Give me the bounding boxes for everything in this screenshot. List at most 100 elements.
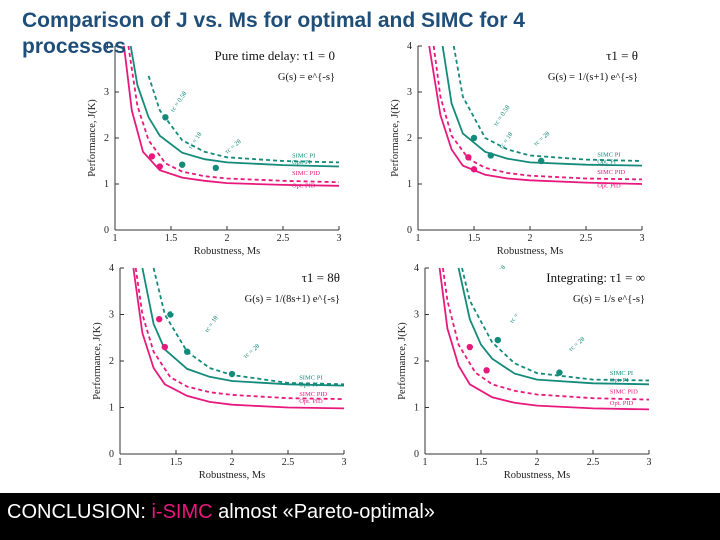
transfer-function: G(s) = 1/(s+1) e^{-s} (548, 72, 638, 83)
tuning-marker (179, 161, 186, 168)
tuning-marker (494, 336, 501, 344)
x-tick-label: 3 (342, 457, 347, 468)
x-tick-label: 3 (337, 233, 342, 244)
curve-annotation: SIMC PI (610, 370, 633, 377)
series-simc-pi (452, 45, 642, 162)
x-tick-label: 1.5 (170, 457, 183, 468)
series-simc-pid (127, 45, 339, 184)
tuning-marker (556, 369, 563, 376)
tuning-marker (156, 163, 163, 170)
transfer-function: G(s) = e^{-s} (278, 72, 335, 83)
curve-annotation: τc = 2θ (224, 138, 243, 155)
curve-annotation: SIMC PI (292, 152, 315, 159)
curve-annotation: SIMC PID (610, 389, 638, 396)
curve-annotation: SIMC PID (299, 391, 327, 398)
chart-title: τ1 = 8θ (302, 270, 340, 285)
x-tick-label: 1.5 (475, 457, 488, 468)
curve-annotation: τc = 0.5θ (492, 104, 511, 127)
conclusion-suffix: almost «Pareto-optimal» (212, 501, 435, 523)
slide-title: Comparison of J vs. Ms for optimal and S… (22, 9, 525, 58)
tuning-marker (148, 153, 156, 160)
series-simc-pi (152, 267, 344, 386)
tuning-marker (184, 348, 191, 355)
tuning-marker (538, 157, 545, 165)
series-optimal-pid (438, 267, 649, 411)
curve-annotation: Opt. PI (299, 382, 318, 389)
curve-annotation: τc = 2θ (242, 343, 261, 360)
conclusion-text: CONCLUSION: i-SIMC almost «Pareto-optima… (7, 501, 435, 524)
y-tick-label: 0 (407, 225, 412, 236)
tuning-marker (162, 114, 169, 121)
series-optimal-pid (132, 267, 344, 410)
curve-annotation: Opt. PI (597, 158, 616, 165)
y-axis-label: Performance, J(K) (390, 99, 401, 177)
x-tick-label: 1 (113, 233, 118, 244)
curve-annotation: Opt. PID (610, 400, 634, 407)
x-tick-label: 1 (423, 457, 428, 468)
curve-annotation: τc = 2θ (567, 336, 586, 353)
x-tick-label: 3 (640, 233, 645, 244)
x-axis-label: Robustness, Ms (504, 470, 571, 481)
y-tick-label: 3 (104, 87, 109, 98)
curve-annotation: τc = 1θ (498, 131, 515, 150)
x-tick-label: 2.5 (277, 233, 290, 244)
y-tick-label: 0 (109, 449, 114, 460)
tuning-marker (156, 315, 163, 323)
tuning-marker (161, 343, 168, 351)
curve-annotation: Opt. PID (299, 398, 323, 405)
title-background (477, 269, 607, 313)
series-simc-pi (147, 75, 339, 164)
curve-annotation: SIMC PI (299, 375, 322, 382)
curve-annotation: Opt. PID (292, 183, 316, 190)
y-tick-label: 3 (414, 310, 419, 321)
x-tick-label: 2 (528, 233, 533, 244)
tuning-marker (212, 164, 219, 172)
x-axis-label: Robustness, Ms (199, 470, 266, 481)
tuning-marker (487, 152, 494, 159)
tuning-marker (228, 370, 236, 378)
series-simc-pi (461, 267, 649, 382)
x-tick-label: 1.5 (165, 233, 178, 244)
curve-annotation: SIMC PI (597, 151, 620, 158)
y-tick-label: 2 (104, 133, 109, 144)
transfer-function: G(s) = 1/(8s+1) e^{-s} (245, 294, 340, 305)
y-tick-label: 0 (414, 449, 419, 460)
y-tick-label: 2 (414, 356, 419, 367)
curve-annotation: SIMC PID (597, 169, 625, 176)
tuning-marker (483, 367, 490, 374)
tuning-marker (470, 134, 478, 142)
series-optimal-pid (428, 45, 642, 185)
tuning-marker (466, 343, 473, 351)
curve-annotation: τc = 1θ (203, 315, 220, 334)
chart-title: Integrating: τ1 = ∞ (546, 270, 645, 285)
x-tick-label: 2 (535, 457, 540, 468)
y-tick-label: 4 (104, 41, 109, 52)
y-tick-label: 3 (407, 87, 412, 98)
curve-annotation: Opt. PI (610, 377, 629, 384)
series-simc-pid (134, 267, 344, 400)
y-axis-label: Performance, J(K) (397, 322, 408, 400)
x-axis-label: Robustness, Ms (497, 246, 564, 257)
curve-annotation: τc = 0.5θ (169, 90, 188, 113)
x-tick-label: 1.5 (468, 233, 481, 244)
chart-title: Pure time delay: τ1 = 0 (214, 48, 335, 63)
series-optimal-pi (141, 267, 344, 387)
curve-annotation: Opt. PID (597, 183, 621, 190)
y-tick-label: 1 (104, 179, 109, 190)
series-optimal-pi (457, 267, 649, 386)
x-tick-label: 1 (118, 457, 123, 468)
y-tick-label: 4 (414, 263, 419, 274)
x-tick-label: 2 (230, 457, 235, 468)
y-tick-label: 4 (407, 41, 412, 52)
curve-annotation: τc = 2θ (532, 130, 551, 147)
transfer-function: G(s) = 1/s e^{-s} (573, 294, 645, 305)
y-tick-label: 2 (407, 133, 412, 144)
y-tick-label: 2 (109, 356, 114, 367)
x-tick-label: 2.5 (587, 457, 600, 468)
title-background (470, 47, 600, 91)
conclusion-bar: CONCLUSION: i-SIMC almost «Pareto-optima… (0, 493, 720, 540)
series-optimal-pi (129, 45, 339, 168)
x-tick-label: 2.5 (282, 457, 295, 468)
